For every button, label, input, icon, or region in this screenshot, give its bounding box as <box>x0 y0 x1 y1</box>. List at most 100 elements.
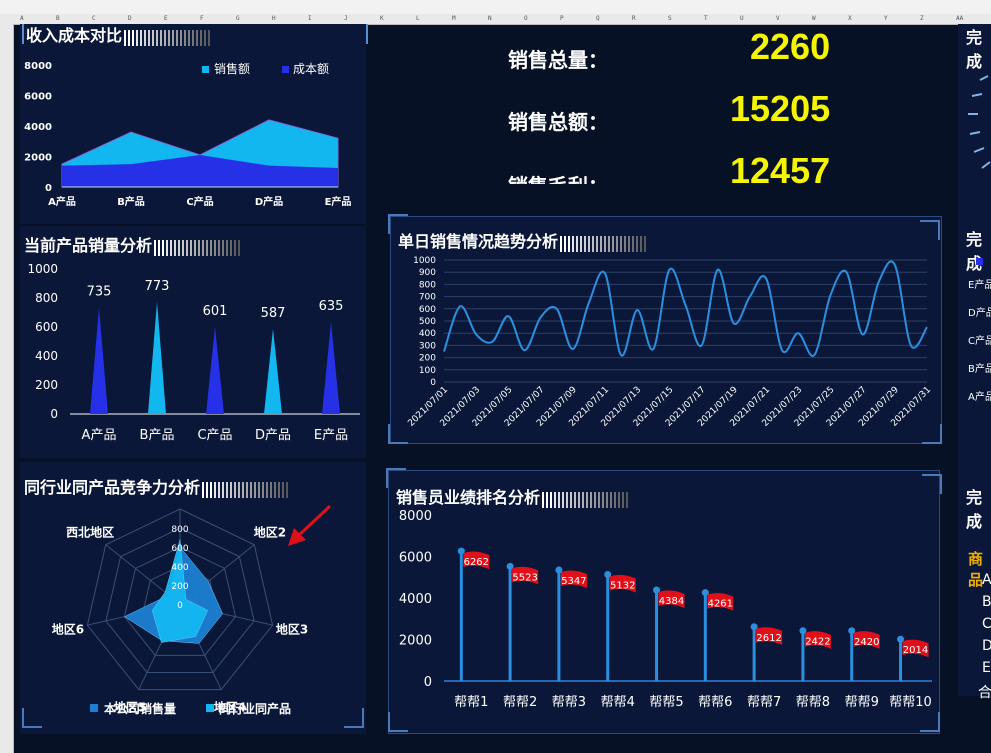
title-bar-tick <box>590 491 593 508</box>
lollipop-dot-4 <box>604 571 612 579</box>
title-bar-tick <box>176 29 179 46</box>
spike-bar-2 <box>148 301 166 414</box>
title-bar-tick <box>640 235 643 252</box>
x-tick-label: D产品 <box>255 428 291 443</box>
y-tick-label: 4000 <box>24 122 52 133</box>
y-tick-label: 0 <box>45 183 52 194</box>
metrics-area: 销售总量： 2260 销售总额： 15205 销售毛利： 12457 <box>370 24 950 184</box>
column-header-cell[interactable]: Y <box>884 15 888 22</box>
x-tick-label: D产品 <box>255 195 283 208</box>
right-bar-label: D产品 <box>968 308 991 319</box>
data-label: 5347 <box>561 576 586 587</box>
x-tick-label: C产品 <box>197 428 232 443</box>
radar-series-2 <box>151 539 209 643</box>
y-tick-label: 200 <box>35 378 58 392</box>
right-partial-panel <box>958 24 991 696</box>
right-table-header: 商品 <box>968 550 984 589</box>
data-label: 601 <box>203 304 228 319</box>
title-bar-tick <box>564 235 567 252</box>
y-tick-label: 0 <box>424 675 432 690</box>
x-tick-label: A产品 <box>48 195 76 208</box>
lollipop-dot-8 <box>799 627 807 635</box>
data-label: 2612 <box>756 633 781 644</box>
title-bar-tick <box>200 29 203 46</box>
column-header-cell[interactable]: L <box>416 15 420 22</box>
title-bars-decoration <box>560 233 648 252</box>
column-header-cell[interactable]: Q <box>596 15 600 22</box>
right-table-row: A <box>982 572 991 588</box>
x-tick-label: E产品 <box>314 428 348 443</box>
column-header-cell[interactable]: C <box>92 15 96 22</box>
title-bar-tick <box>592 235 595 252</box>
title-bar-tick <box>568 235 571 252</box>
y-tick-label: 6000 <box>399 551 432 566</box>
column-header-cell[interactable]: S <box>668 15 672 22</box>
value-flag-4 <box>609 574 636 593</box>
radar-axis-label: 西北地区 <box>66 524 114 539</box>
title-bar-tick <box>554 491 557 508</box>
ranking-chart: 0 2000 4000 6000 8000 6262 帮帮1 5523 帮帮2 5347 帮帮3 51… <box>399 509 932 710</box>
data-label: 4261 <box>708 599 733 610</box>
column-header-cell[interactable]: U <box>740 15 744 22</box>
column-header-cell[interactable]: T <box>704 15 708 22</box>
title-bars-decoration <box>202 479 290 498</box>
column-header-cell[interactable]: M <box>452 15 456 22</box>
title-bar-tick <box>172 29 175 46</box>
lollipop-dot-6 <box>701 589 709 597</box>
column-header-cell[interactable]: A <box>20 15 24 22</box>
legend-swatch-cost <box>282 66 289 73</box>
column-header-cell[interactable]: D <box>128 15 132 22</box>
product-sales-panel <box>20 226 366 458</box>
legend-swatch-company <box>90 704 98 712</box>
y-tick-label: 900 <box>419 268 436 278</box>
title-bar-tick <box>148 29 151 46</box>
title-bar-tick <box>636 235 639 252</box>
column-header-cell[interactable]: X <box>848 15 852 22</box>
value-flag-7 <box>756 627 783 645</box>
metric-value-sales-amount: 15205 <box>730 88 831 129</box>
column-header-cell[interactable]: O <box>524 15 528 22</box>
title-bar-tick <box>624 235 627 252</box>
right-title-2: 完成 <box>966 230 983 273</box>
title-bar-tick <box>188 29 191 46</box>
spike-bar-1 <box>90 307 108 414</box>
column-header-cell[interactable]: R <box>632 15 636 22</box>
spike-bar-5 <box>322 321 340 414</box>
column-header-cell[interactable]: V <box>776 15 780 22</box>
column-header-cell[interactable]: B <box>56 15 60 22</box>
x-tick-label: 帮帮5 <box>649 695 683 710</box>
column-header-cell[interactable]: K <box>380 15 384 22</box>
column-header-cell[interactable]: Z <box>920 15 924 22</box>
title-bar-tick <box>164 29 167 46</box>
column-header-cell[interactable]: E <box>164 15 168 22</box>
column-header-cell[interactable]: W <box>812 15 816 22</box>
value-flag-6 <box>707 592 734 611</box>
column-header-cell[interactable]: G <box>236 15 240 22</box>
column-header-cell[interactable]: AA <box>956 15 964 22</box>
radar-axis-label: 地区6 <box>52 622 84 637</box>
column-header-cell[interactable]: H <box>272 15 276 22</box>
title-bar-tick <box>602 491 605 508</box>
title-bar-tick <box>230 481 233 498</box>
column-header-cell[interactable]: P <box>560 15 564 22</box>
column-header-cell[interactable]: I <box>308 15 312 22</box>
y-tick-label: 600 <box>35 320 58 334</box>
spike-bar-3 <box>206 326 224 414</box>
right-bar-label: A产品 <box>968 392 991 403</box>
column-header-cell[interactable]: N <box>488 15 492 22</box>
title-bar-tick <box>124 29 127 46</box>
legend-label-sales: 销售额 <box>214 61 250 76</box>
title-bar-tick <box>234 481 237 498</box>
revenue-cost-title-text: 收入成本对比 <box>26 26 123 45</box>
data-label: 2014 <box>903 645 928 656</box>
title-bar-tick <box>226 239 229 256</box>
right-title-1: 完成 <box>966 28 983 71</box>
area-series-2 <box>62 154 338 187</box>
column-header-cell[interactable]: F <box>200 15 204 22</box>
radar-tick-label: 400 <box>171 563 188 573</box>
lollipop-dot-1 <box>457 547 465 555</box>
title-bar-tick <box>258 481 261 498</box>
title-bar-tick <box>282 481 285 498</box>
column-header-cell[interactable]: J <box>344 15 348 22</box>
title-bar-tick <box>622 491 625 508</box>
